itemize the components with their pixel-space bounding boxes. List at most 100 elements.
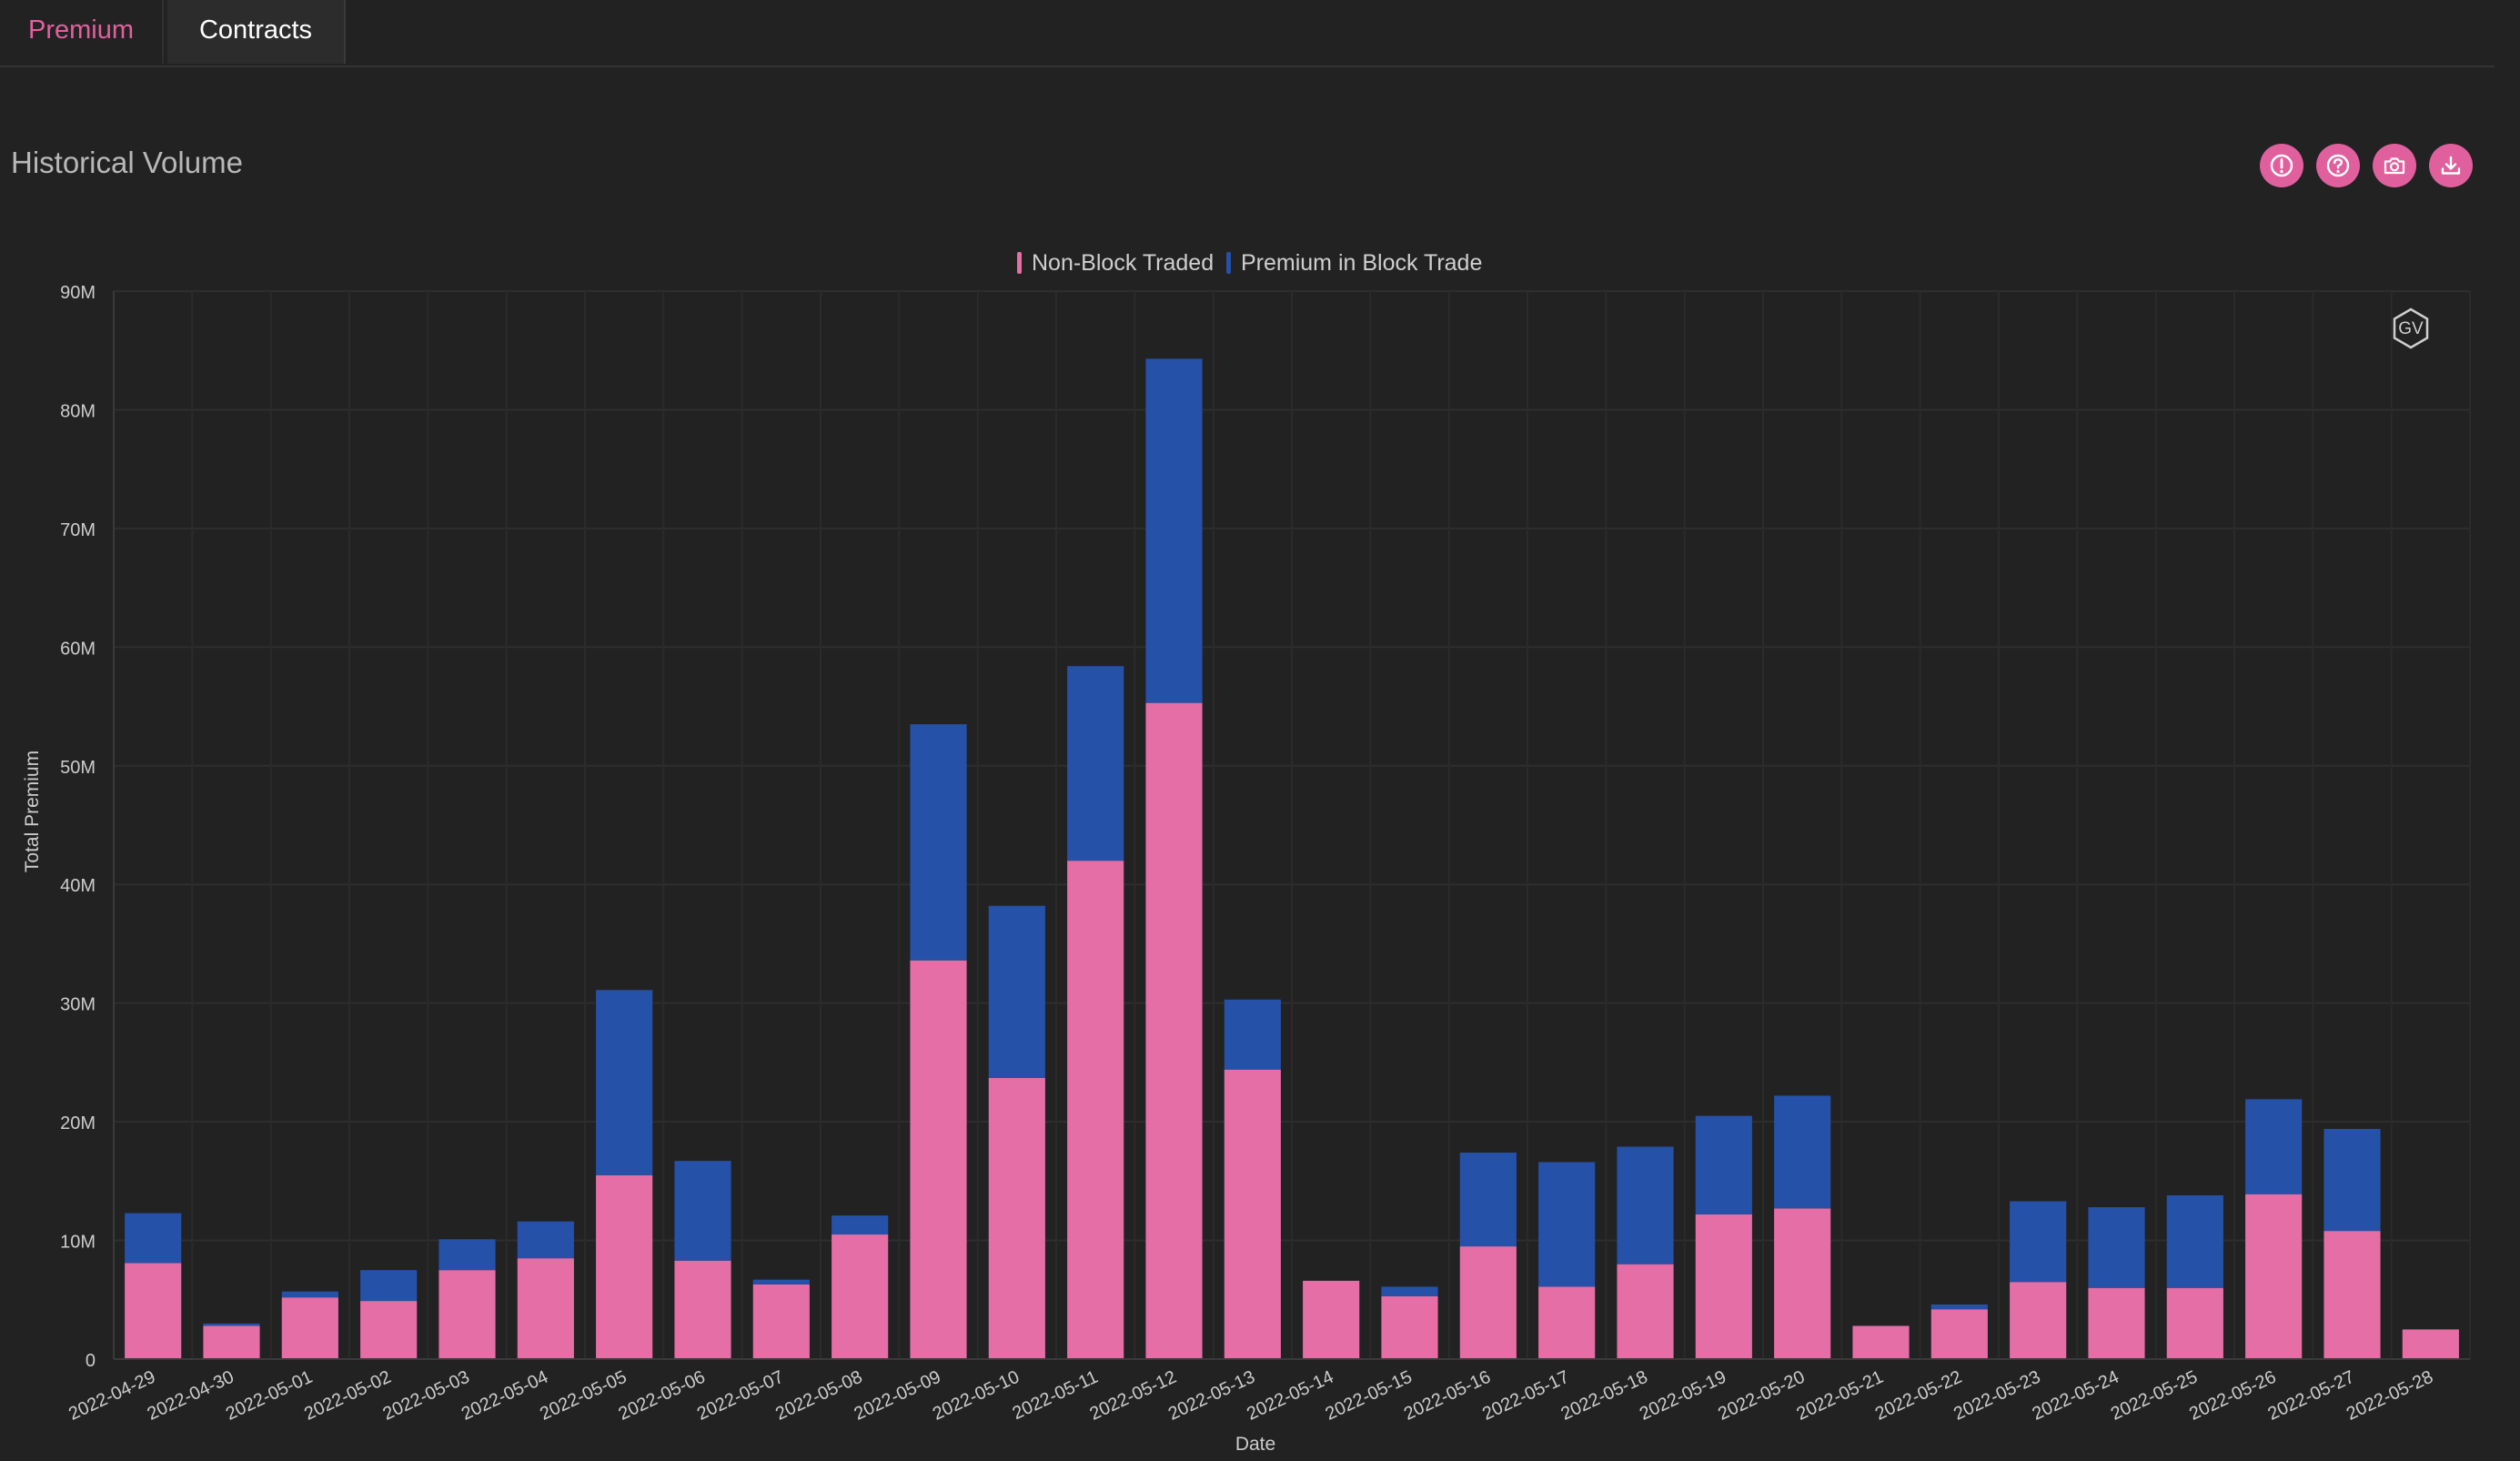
bar-non-block[interactable]	[438, 1270, 496, 1359]
bar-block-trade[interactable]	[910, 724, 967, 961]
x-axis-title: Date	[1235, 1434, 1275, 1455]
bar-block-trade[interactable]	[1695, 1115, 1752, 1214]
bar-block-trade[interactable]	[1381, 1286, 1438, 1296]
tab-premium[interactable]: Premium	[0, 0, 164, 64]
x-tick-label: 2022-05-10	[930, 1367, 1023, 1425]
chart-legend: Non-Block Traded Premium in Block Trade	[1017, 250, 1482, 276]
watermark-logo: GV	[2393, 307, 2429, 349]
bar-non-block[interactable]	[596, 1174, 653, 1359]
y-tick-label: 10M	[60, 1233, 96, 1253]
x-tick-label: 2022-05-12	[1087, 1367, 1180, 1425]
bar-non-block[interactable]	[1459, 1246, 1517, 1359]
bar-non-block[interactable]	[1145, 702, 1203, 1359]
bar-block-trade[interactable]	[1930, 1304, 1988, 1310]
bar-block-trade[interactable]	[1145, 358, 1203, 703]
bar-block-trade[interactable]	[988, 905, 1045, 1078]
x-tick-label: 2022-05-11	[1010, 1367, 1102, 1425]
legend-item-non-block[interactable]: Non-Block Traded	[1017, 250, 1214, 276]
bar-block-trade[interactable]	[832, 1215, 889, 1235]
x-tick-label: 2022-05-21	[1794, 1367, 1887, 1425]
legend-swatch	[1017, 252, 1022, 274]
bar-block-trade[interactable]	[1067, 666, 1124, 861]
bar-block-trade[interactable]	[517, 1221, 574, 1259]
y-tick-label: 60M	[60, 639, 96, 659]
bar-non-block[interactable]	[1224, 1069, 1281, 1359]
bar-block-trade[interactable]	[596, 990, 653, 1175]
y-tick-label: 80M	[60, 401, 96, 421]
bar-non-block[interactable]	[281, 1297, 338, 1359]
bar-non-block[interactable]	[2088, 1287, 2145, 1359]
bar-block-trade[interactable]	[360, 1270, 418, 1302]
bar-non-block[interactable]	[1852, 1325, 1910, 1359]
x-tick-label: 2022-05-09	[852, 1367, 944, 1425]
bar-block-trade[interactable]	[438, 1239, 496, 1271]
x-tick-label: 2022-05-01	[223, 1367, 316, 1425]
x-tick-label: 2022-05-19	[1637, 1367, 1729, 1425]
bar-block-trade[interactable]	[1538, 1162, 1596, 1287]
bar-block-trade[interactable]	[281, 1291, 338, 1298]
bar-block-trade[interactable]	[125, 1213, 182, 1264]
help-icon	[2326, 154, 2350, 177]
download-button[interactable]	[2429, 144, 2473, 187]
bar-block-trade[interactable]	[203, 1323, 260, 1326]
bar-non-block[interactable]	[832, 1234, 889, 1359]
bar-block-trade[interactable]	[2088, 1207, 2145, 1288]
chart-title: Historical Volume	[11, 146, 243, 179]
legend-item-block-trade[interactable]: Premium in Block Trade	[1226, 250, 1482, 276]
bar-block-trade[interactable]	[2010, 1201, 2067, 1283]
y-tick-label: 0	[86, 1351, 96, 1371]
x-tick-label: 2022-05-07	[694, 1367, 787, 1425]
bar-block-trade[interactable]	[1617, 1146, 1674, 1265]
bar-non-block[interactable]	[1930, 1309, 1988, 1359]
x-tick-label: 2022-05-27	[2265, 1367, 2358, 1425]
camera-icon	[2384, 157, 2405, 175]
bar-non-block[interactable]	[1538, 1286, 1596, 1359]
x-tick-label: 2022-05-18	[1558, 1367, 1651, 1425]
tab-contracts[interactable]: Contracts	[167, 0, 346, 64]
bar-non-block[interactable]	[1774, 1208, 1831, 1359]
bar-non-block[interactable]	[1381, 1295, 1438, 1359]
bar-non-block[interactable]	[360, 1301, 418, 1359]
bar-non-block[interactable]	[2010, 1282, 2067, 1359]
bar-non-block[interactable]	[752, 1284, 810, 1359]
bar-block-trade[interactable]	[752, 1279, 810, 1285]
bar-block-trade[interactable]	[1459, 1153, 1517, 1247]
bar-non-block[interactable]	[203, 1325, 260, 1359]
bar-block-trade[interactable]	[1224, 999, 1281, 1070]
x-tick-label: 2022-05-24	[2030, 1367, 2122, 1425]
x-tick-label: 2022-05-17	[1479, 1367, 1572, 1425]
info-button[interactable]	[2260, 144, 2303, 187]
bar-block-trade[interactable]	[2323, 1128, 2381, 1232]
y-tick-label: 40M	[60, 876, 96, 896]
x-tick-label: 2022-05-03	[380, 1367, 473, 1425]
y-tick-label: 70M	[60, 520, 96, 540]
bar-non-block[interactable]	[988, 1077, 1045, 1359]
info-icon	[2270, 154, 2293, 177]
bar-block-trade[interactable]	[1774, 1095, 1831, 1209]
bar-non-block[interactable]	[1303, 1280, 1360, 1359]
help-button[interactable]	[2316, 144, 2360, 187]
screenshot-button[interactable]	[2373, 144, 2416, 187]
x-tick-label: 2022-05-15	[1323, 1367, 1416, 1425]
bar-block-trade[interactable]	[674, 1161, 731, 1261]
bar-non-block[interactable]	[674, 1260, 731, 1359]
bar-non-block[interactable]	[2323, 1231, 2381, 1359]
y-axis-title: Total Premium	[22, 751, 43, 872]
bar-block-trade[interactable]	[2166, 1194, 2223, 1288]
bar-non-block[interactable]	[517, 1258, 574, 1359]
bar-non-block[interactable]	[1695, 1214, 1752, 1359]
bar-non-block[interactable]	[2166, 1287, 2223, 1359]
x-tick-label: 2022-05-13	[1165, 1367, 1258, 1425]
bar-non-block[interactable]	[2402, 1329, 2459, 1359]
bar-non-block[interactable]	[1067, 861, 1124, 1359]
x-tick-label: 2022-05-14	[1244, 1367, 1336, 1425]
x-tick-label: 2022-05-28	[2344, 1367, 2436, 1425]
bar-block-trade[interactable]	[2245, 1099, 2303, 1194]
bar-non-block[interactable]	[910, 960, 967, 1359]
y-tick-label: 50M	[60, 758, 96, 778]
bar-non-block[interactable]	[1617, 1264, 1674, 1359]
x-tick-label: 2022-04-29	[66, 1367, 158, 1425]
bar-non-block[interactable]	[125, 1263, 182, 1359]
bar-non-block[interactable]	[2245, 1194, 2303, 1359]
